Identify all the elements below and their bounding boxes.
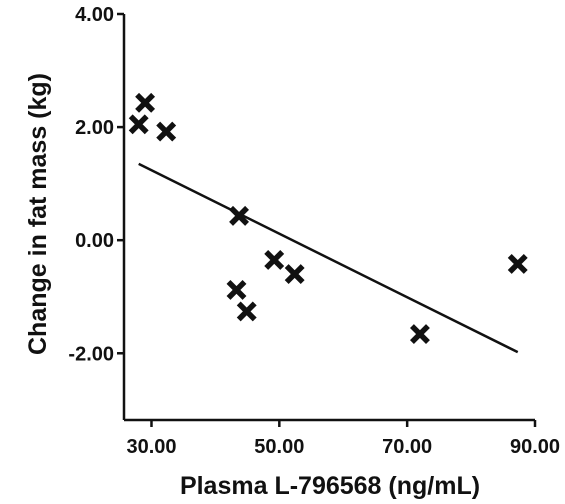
data-point-x-marker xyxy=(284,264,305,285)
y-tick-label: 2.00 xyxy=(75,117,114,139)
data-point-x-marker xyxy=(135,92,156,113)
y-tick-label: -2.00 xyxy=(68,343,114,365)
data-point-x-marker xyxy=(226,279,247,300)
x-axis-title: Plasma L-796568 (ng/mL) xyxy=(180,472,480,500)
data-point-x-marker xyxy=(128,114,149,135)
x-tick-label: 50.00 xyxy=(254,436,304,458)
data-point-x-marker xyxy=(264,250,285,270)
x-tick-label: 70.00 xyxy=(382,436,432,458)
y-tick-label: 4.00 xyxy=(75,4,114,26)
x-tick-label: 90.00 xyxy=(510,436,560,458)
data-point-x-marker xyxy=(236,301,257,322)
data-points xyxy=(128,92,528,344)
data-point-x-marker xyxy=(507,253,528,274)
x-axis-ticks: 30.00 50.00 70.00 90.00 xyxy=(126,420,560,458)
data-point-x-marker xyxy=(229,205,249,226)
y-tick-label: 0.00 xyxy=(75,230,114,252)
x-tick-label: 30.00 xyxy=(126,436,176,458)
plot-frame xyxy=(122,14,535,422)
regression-line xyxy=(138,162,519,354)
data-point-x-marker xyxy=(156,121,177,142)
y-axis-ticks: 4.00 2.00 0.00 -2.00 xyxy=(68,4,124,365)
trendline-layer xyxy=(138,162,519,354)
data-point-x-marker xyxy=(410,324,430,344)
y-axis-title: Change in fat mass (kg) xyxy=(24,73,52,355)
